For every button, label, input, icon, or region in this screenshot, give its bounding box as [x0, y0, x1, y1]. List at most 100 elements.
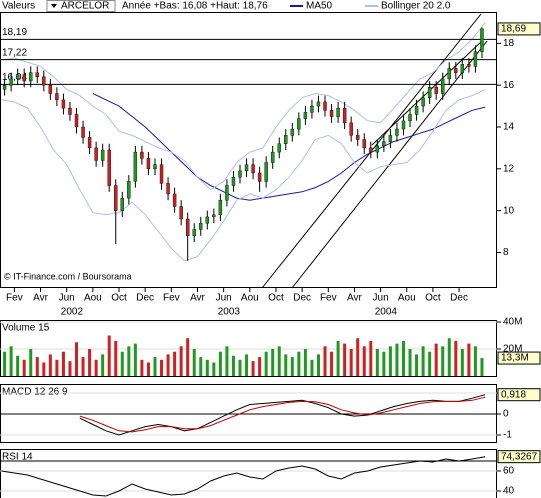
candle-body [356, 135, 360, 140]
candle-body [231, 176, 236, 186]
candle-body [114, 185, 118, 211]
value-box-label: 0,918 [501, 389, 526, 400]
volume-frame [0, 320, 497, 377]
volume-bar [166, 354, 170, 376]
volume-bar [186, 338, 190, 376]
volume-bar [114, 340, 118, 376]
panel-title: MACD 12 26 9 [2, 387, 68, 398]
x-tick-label: Jun [373, 293, 389, 304]
y-tick-label: 10 [503, 205, 515, 216]
candle-body [9, 78, 13, 86]
candle-body [94, 147, 98, 161]
value-box-label: 74,3267 [501, 451, 538, 462]
candle-body [244, 164, 249, 172]
x-tick-label: Jun [59, 293, 75, 304]
x-tick-label: Dec [450, 293, 468, 304]
candle-body [421, 97, 425, 107]
volume-bar [61, 351, 65, 376]
x-tick-label: Aou [398, 293, 416, 304]
candle-body [401, 120, 406, 130]
volume-bar [81, 357, 85, 376]
volume-bar [120, 351, 124, 376]
candle-body [120, 197, 124, 211]
volume-bar [88, 349, 92, 376]
candle-body [264, 162, 268, 182]
y-tick-label: 8 [503, 247, 509, 258]
volume-bar [480, 358, 484, 376]
candle-body [35, 72, 39, 78]
volume-bar [271, 349, 275, 376]
volume-bar [153, 357, 157, 376]
candle-body [473, 51, 478, 67]
instrument-label: Valeurs [2, 1, 35, 12]
candle-body [297, 118, 301, 130]
candle-body [362, 139, 366, 149]
volume-bar [297, 351, 301, 376]
candle-body [153, 164, 157, 170]
volume-bar [428, 351, 432, 376]
volume-bar [316, 354, 320, 376]
bollinger-lower [1, 88, 486, 262]
volume-bar [415, 354, 419, 376]
volume-bar [290, 357, 294, 376]
volume-bar [362, 346, 366, 376]
volume-bar [16, 355, 20, 376]
candle-body [48, 84, 53, 94]
y-tick-label: 12 [503, 163, 515, 174]
candle-body [22, 74, 26, 82]
volume-bar [199, 357, 203, 376]
volume-bar [330, 351, 334, 376]
year-label: 2003 [218, 307, 241, 318]
candle-body [454, 68, 458, 73]
candle-body [270, 151, 275, 163]
volume-bar [22, 359, 26, 376]
chart-subtitle: Année +Bas: 16,08 +Haut: 18,76 [122, 1, 268, 12]
volume-bar [258, 357, 262, 376]
x-tick-label: Fev [163, 293, 180, 304]
candle-body [192, 229, 196, 236]
year-label: 2002 [61, 307, 84, 318]
candle-body [172, 193, 177, 207]
x-tick-label: Dec [136, 293, 154, 304]
value-box [497, 388, 541, 402]
value-box [497, 450, 541, 464]
candle-body [342, 107, 347, 124]
y-tick-label: 60 [503, 466, 515, 477]
y-tick-label: 20M [503, 344, 522, 355]
x-tick-label: Jun [216, 293, 232, 304]
x-tick-label: Avr [33, 293, 48, 304]
volume-bar [369, 340, 373, 376]
value-box-label: 18,69 [501, 24, 526, 35]
candle-body [329, 110, 334, 117]
volume-bar [434, 343, 438, 376]
candle-body [414, 105, 419, 115]
candle-body [395, 128, 399, 136]
candle-body [133, 151, 138, 182]
volume-bar [356, 338, 360, 376]
x-tick-label: Fev [6, 293, 23, 304]
trend-line [291, 40, 488, 289]
rsi-frame [0, 449, 497, 498]
candle-body [257, 172, 262, 182]
x-tick-label: Oct [425, 293, 441, 304]
x-tick-label: Aou [84, 293, 102, 304]
x-tick-label: Avr [347, 293, 362, 304]
candle-body [107, 149, 111, 186]
volume-bar [101, 354, 105, 376]
volume-bar [382, 351, 386, 376]
volume-bar [421, 346, 425, 376]
instrument-select[interactable] [46, 0, 116, 12]
candle-body [199, 222, 203, 230]
candle-body [382, 141, 386, 147]
indicator-line [79, 394, 486, 436]
candle-body [100, 149, 105, 161]
volume-bar [94, 359, 98, 376]
candle-body [127, 181, 131, 199]
candle-body [225, 185, 229, 201]
candle-body [140, 151, 144, 159]
candle-body [15, 74, 20, 80]
volume-bar [173, 351, 177, 376]
credit: © IT-Finance.com / Boursorama [4, 271, 132, 281]
candle-body [179, 206, 183, 220]
volume-bar [303, 349, 307, 376]
